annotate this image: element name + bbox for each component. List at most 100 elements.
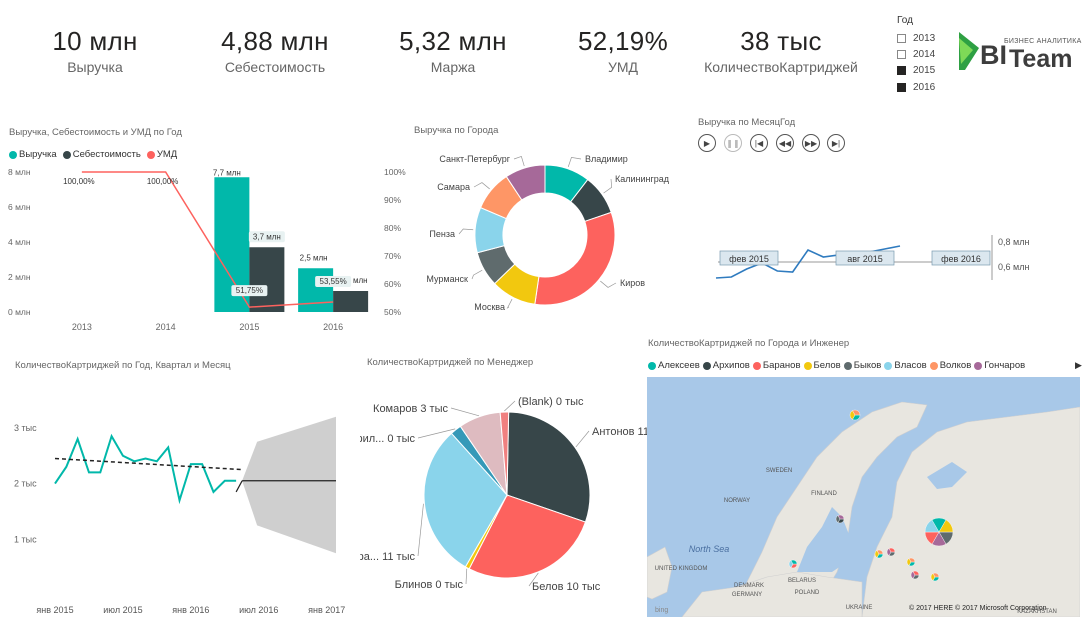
pie-slice	[468, 494, 587, 579]
legend-item[interactable]: УМД	[146, 149, 177, 160]
kpi-label: Маржа	[430, 59, 476, 75]
legend-dot-icon	[702, 361, 711, 370]
map-label: UNITED KINGDOM	[655, 566, 708, 572]
bing-logo: bing	[655, 607, 668, 614]
leader-line	[528, 572, 539, 587]
checkbox-icon[interactable]	[897, 50, 906, 59]
leader-line	[567, 156, 582, 167]
x-tick-label: янв 2017	[308, 605, 345, 615]
kpi-value: 52,19%	[578, 26, 668, 56]
data-label: 100,00%	[63, 177, 95, 186]
legend-dot-icon	[929, 361, 938, 370]
donut-slice	[534, 211, 616, 306]
legend-dot-icon	[974, 361, 983, 370]
checkbox-icon[interactable]	[897, 34, 906, 43]
kpi-value: 4,88 млн	[221, 26, 329, 56]
play-icon[interactable]: ▶	[698, 134, 716, 152]
x-tick-label: 2015	[239, 322, 259, 332]
legend-label: Белов	[813, 360, 841, 371]
checkbox-checked-icon[interactable]	[897, 83, 906, 92]
x-tick-label: янв 2016	[172, 605, 209, 615]
legend-item[interactable]: Архипов	[702, 360, 750, 371]
legend-dot-icon	[884, 361, 893, 370]
legend-item[interactable]: Выручка	[9, 149, 57, 160]
legend-item[interactable]: Гончаров	[974, 360, 1025, 371]
map-pie-slice	[790, 559, 798, 565]
data-label: 100,00%	[147, 177, 179, 186]
leader-line	[458, 228, 474, 235]
map-pies	[788, 409, 954, 582]
chart2-plot: Владимир Калининград Киров Москва Мурманск Пе…	[426, 154, 669, 312]
data-label-bg	[231, 285, 268, 297]
checkbox-checked-icon[interactable]	[897, 66, 906, 75]
y2-tick-label: 80%	[384, 223, 401, 233]
x-tick-label: 2014	[156, 322, 176, 332]
legend-item[interactable]: Алексеев	[648, 360, 700, 371]
logo-team: Team	[1009, 45, 1073, 73]
map-pie-slice	[837, 514, 845, 520]
year-slicer-label: 2016	[913, 82, 936, 93]
y-tick-label: 8 млн	[8, 167, 31, 177]
legend-label: Власов	[894, 360, 927, 371]
data-label: 2,5 млн	[300, 253, 328, 262]
kpi-cost: 4,88 млн Себестоимость	[200, 26, 350, 75]
chart1-svg: 8 млн 6 млн 4 млн 2 млн 0 млн 100% 90% 80% 70% 60…	[8, 167, 406, 332]
year-slicer-item-2013[interactable]: 2013	[897, 33, 935, 44]
data-label: 7,7 млн	[213, 168, 241, 177]
slice-label: Владимир	[585, 154, 628, 164]
map-labels: SWEDEN NORWAY FINLAND North Sea UNITED KINGD…	[655, 468, 1057, 615]
legend-label: Гончаров	[984, 360, 1026, 371]
chart5-plot: Антонов 11 тыс Белов 10 тыс Блинов 0 тыс Ви…	[360, 396, 650, 593]
step-back-icon[interactable]: ◀◀	[776, 134, 794, 152]
slice-label: Блинов 0 тыс	[395, 579, 464, 591]
map-pie-slice	[876, 549, 884, 555]
leader-line	[575, 430, 590, 448]
y2-tick-label: 70%	[384, 251, 401, 261]
map-pie-slice	[912, 570, 920, 576]
data-label-bg	[315, 276, 352, 288]
step-forward-icon[interactable]: ▶▶	[802, 134, 820, 152]
x-tick-label: июл 2015	[103, 605, 142, 615]
legend-label: Быков	[853, 360, 882, 371]
kpi-label: Выручка	[67, 59, 123, 75]
legend-label: Баранов	[762, 360, 801, 371]
skip-forward-icon[interactable]: ▶|	[827, 134, 845, 152]
kpi-cartridges: 38 тыс КоличествоКартриджей	[700, 26, 862, 75]
legend-item[interactable]: Волков	[929, 360, 971, 371]
chart3-title: Выручка по МесяцГод	[698, 117, 796, 128]
chart2-title: Выручка по Города	[414, 125, 499, 136]
leader-line	[417, 428, 456, 439]
chart1-plot: 8 млн 6 млн 4 млн 2 млн 0 млн 100% 90% 80% 70% 60…	[8, 167, 406, 332]
bar-cost	[249, 247, 285, 312]
year-slicer-item-2015[interactable]: 2015	[897, 65, 935, 76]
map-baltic-sea	[797, 507, 852, 572]
year-slicer-item-2014[interactable]: 2014	[897, 49, 935, 60]
leader-line	[417, 503, 424, 557]
y-tick-label: 6 млн	[8, 202, 31, 212]
map-pie-slice	[888, 547, 896, 553]
leader-line	[600, 280, 617, 288]
legend-item[interactable]: Быков	[843, 360, 882, 371]
pie-slice	[506, 411, 591, 523]
skip-back-icon[interactable]: |◀	[750, 134, 768, 152]
map-label: GERMANY	[732, 592, 762, 598]
slice-label: Самара	[437, 182, 470, 192]
slice-label: Белов 10 тыс	[532, 581, 601, 593]
y-tick-label: 3 тыс	[14, 423, 37, 433]
pie-slice	[499, 411, 510, 496]
period-label-box	[719, 250, 779, 266]
legend-item[interactable]: Власов	[884, 360, 927, 371]
legend-item[interactable]: Себестоимость	[62, 149, 141, 160]
legend-next-icon[interactable]: ▶	[1075, 360, 1082, 370]
leader-line	[506, 298, 513, 309]
year-slicer-item-2016[interactable]: 2016	[897, 82, 935, 93]
leader-line	[450, 407, 480, 417]
legend-dot-icon	[648, 361, 656, 370]
map-label: North Sea	[689, 544, 730, 554]
chart1-title: Выручка, Себестоимость и УМД по Год	[9, 127, 182, 138]
legend-item[interactable]: Баранов	[752, 360, 801, 371]
legend-item[interactable]: Белов	[803, 360, 841, 371]
chart6-map[interactable]: SWEDEN NORWAY FINLAND North Sea UNITED KINGD…	[647, 377, 1080, 617]
slice-label: Гаврил... 0 тыс	[360, 433, 415, 445]
pause-icon[interactable]: ❚❚	[724, 134, 742, 152]
